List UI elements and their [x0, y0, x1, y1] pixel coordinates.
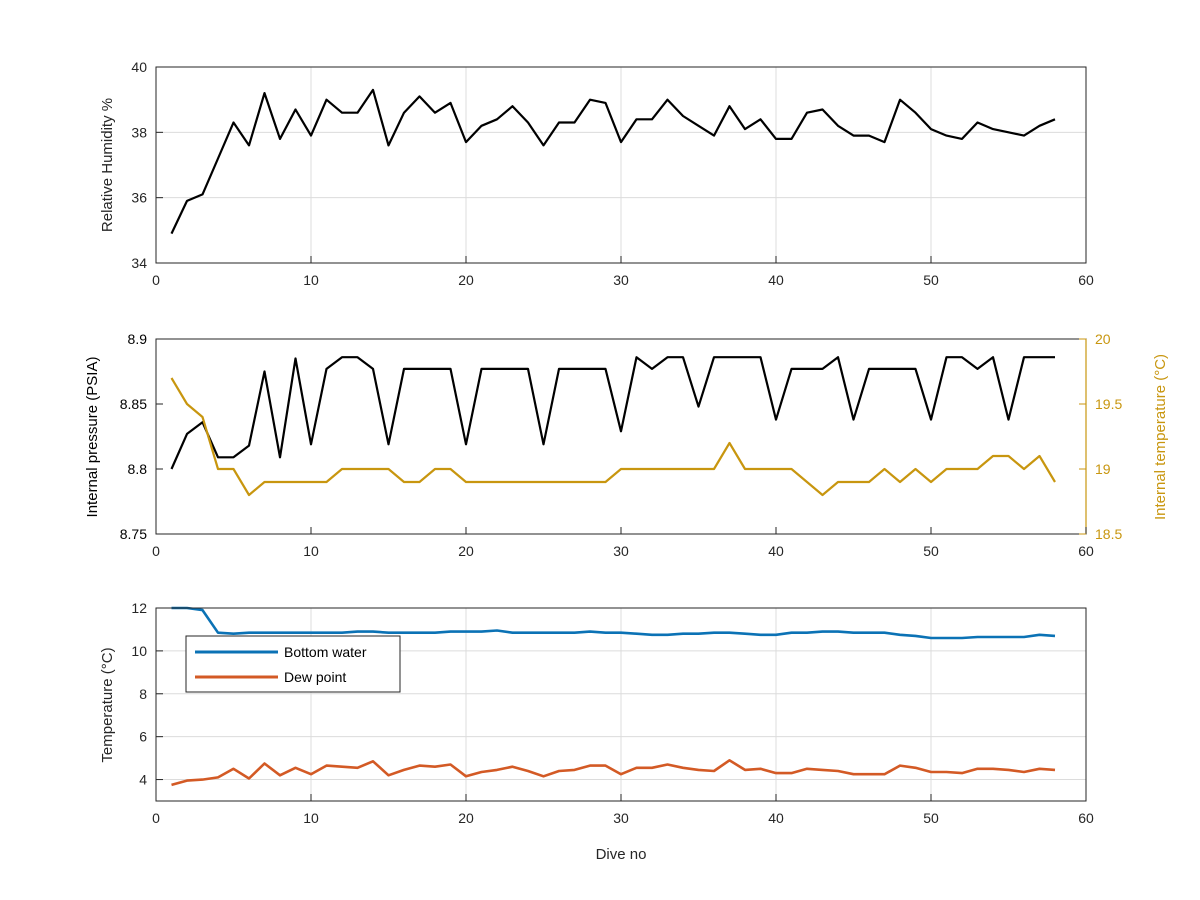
x-tick-label: 30: [613, 272, 629, 288]
x-tick-label: 10: [303, 543, 319, 559]
y-tick-label: 8.75: [120, 526, 147, 542]
x-tick-label: 0: [152, 810, 160, 826]
humidity-line: [170, 88, 1056, 235]
x-tick-label: 20: [458, 272, 474, 288]
x-tick-label: 60: [1078, 810, 1094, 826]
y2-tick-label: 18.5: [1095, 526, 1122, 542]
x-tick-label: 40: [768, 272, 784, 288]
dew-point-line: [171, 758, 1056, 787]
y-tick-label: 8.85: [120, 396, 147, 412]
x-tick-label: 20: [458, 543, 474, 559]
x-tick-label: 60: [1078, 272, 1094, 288]
legend-label-dew-point: Dew point: [284, 669, 346, 685]
x-tick-label: 50: [923, 810, 939, 826]
x-tick-label: 20: [458, 810, 474, 826]
y-tick-label: 10: [131, 643, 147, 659]
x-tick-label: 40: [768, 810, 784, 826]
y-tick-label: 8: [139, 686, 147, 702]
x-axis-label: Dive no: [596, 846, 647, 863]
temperature-y-axis-label: Temperature (°C): [99, 647, 116, 762]
x-tick-label: 10: [303, 272, 319, 288]
humidity-y-axis-label: Relative Humidity %: [99, 98, 116, 232]
y-tick-label: 12: [131, 600, 147, 616]
y-tick-label: 34: [131, 255, 147, 271]
x-tick-label: 30: [613, 810, 629, 826]
y-tick-label: 8.9: [128, 331, 148, 347]
legend-box: [185, 635, 401, 693]
x-tick-label: 50: [923, 543, 939, 559]
x-tick-label: 0: [152, 543, 160, 559]
bottom-water-line: [171, 606, 1056, 640]
y2-tick-label: 19.5: [1095, 396, 1122, 412]
y-tick-label: 8.8: [128, 461, 148, 477]
legend-label-bottom-water: Bottom water: [284, 644, 367, 660]
pressure-temperature-panel: 0 10 20 30 40 50 608.758.88.858.918.51919.520 …: [84, 331, 1169, 559]
y2-tick-label: 20: [1095, 331, 1111, 347]
x-tick-label: 40: [768, 543, 784, 559]
internal-pressure-line: [170, 356, 1055, 470]
x-tick-label: 50: [923, 272, 939, 288]
y2-tick-label: 19: [1095, 461, 1111, 477]
pressure-plot-area: [156, 339, 1086, 534]
temperature-panel: 0 10 20 30 40 50 60 4 6 8 10 12 Temperature (°C) Di…: [99, 600, 1094, 863]
y-tick-label: 36: [131, 190, 147, 206]
y-tick-label: 38: [131, 124, 147, 140]
pressure-y-axis-label: Internal pressure (PSIA): [84, 357, 101, 518]
y-tick-label: 40: [131, 59, 147, 75]
legend: Bottom water Dew point: [185, 635, 401, 693]
y-tick-label: 6: [139, 729, 147, 745]
y-tick-label: 4: [139, 772, 147, 788]
x-tick-label: 0: [152, 272, 160, 288]
x-tick-label: 10: [303, 810, 319, 826]
internal-temperature-line: [170, 377, 1056, 497]
x-tick-label: 60: [1078, 543, 1094, 559]
humidity-panel: 0 10 20 30 40 50 60 34 36 38 40 Relative Humidity …: [99, 59, 1094, 288]
x-tick-label: 30: [613, 543, 629, 559]
internal-temperature-y-axis-label: Internal temperature (°C): [1152, 354, 1169, 520]
